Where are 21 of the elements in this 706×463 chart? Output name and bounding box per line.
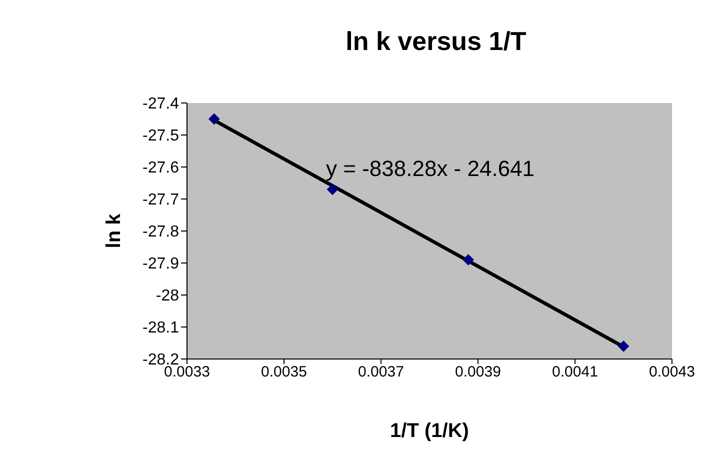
y-tick-label: -27.5 <box>142 128 180 145</box>
x-axis-title: 1/T (1/K) <box>390 420 469 442</box>
point <box>208 114 220 124</box>
x-tick-label: 0.0039 <box>455 364 501 381</box>
chart-title: ln k versus 1/T <box>344 26 528 57</box>
y-tick-label: -27.4 <box>142 96 180 113</box>
x-tick-label: 0.0043 <box>649 364 695 381</box>
annotation: y = -838.28x - 24.641 <box>326 156 535 182</box>
y-tick-label: -27.9 <box>142 256 180 273</box>
y-tick-label: -27.8 <box>142 224 180 241</box>
point <box>618 340 629 352</box>
x-tick-label: 0.0035 <box>261 364 307 381</box>
x-tick-label: 0.0041 <box>552 364 598 381</box>
y-axis-title: ln k <box>103 212 126 248</box>
y-tick-label: -27.6 <box>142 160 180 177</box>
x-tick-label: 0.0037 <box>358 364 404 381</box>
y-tick-label: -28 <box>156 288 180 305</box>
y-tick-label: -28.1 <box>142 320 180 337</box>
y-tick-label: -27.7 <box>142 192 180 209</box>
point <box>462 254 474 266</box>
point <box>327 184 338 195</box>
